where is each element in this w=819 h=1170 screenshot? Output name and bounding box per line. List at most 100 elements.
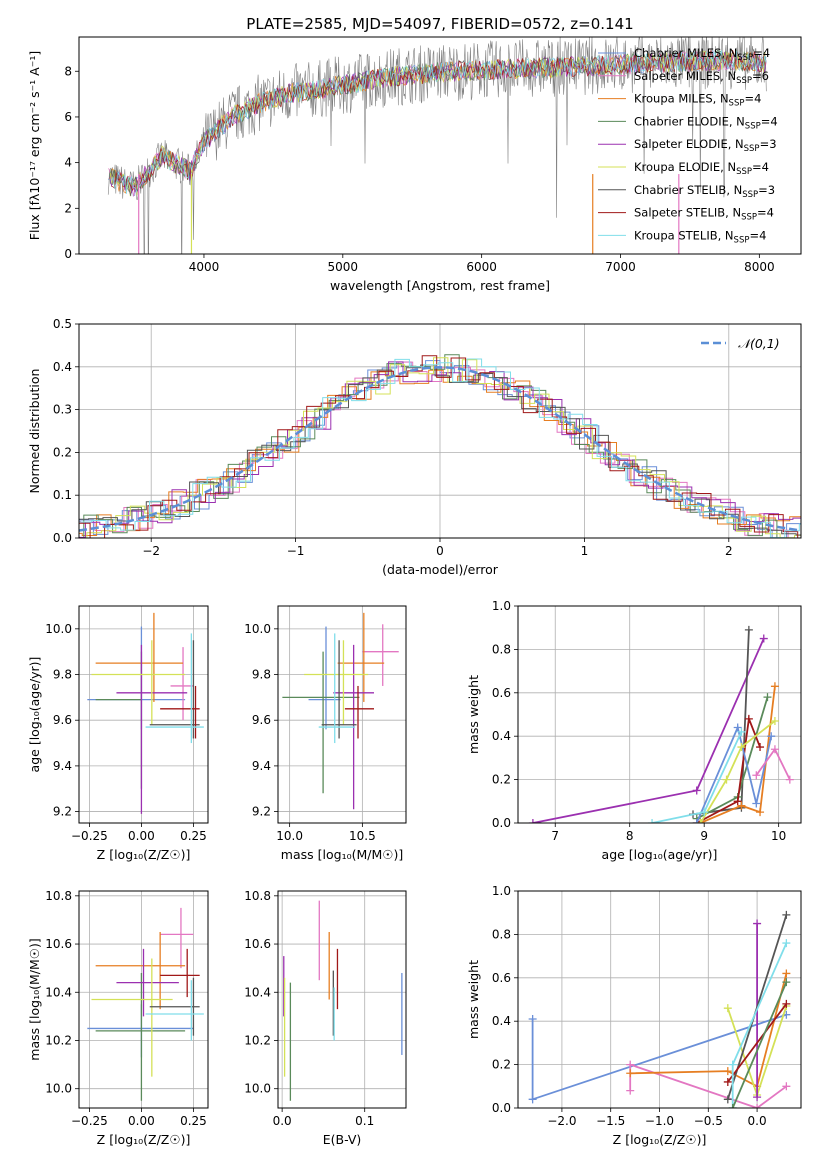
- weight-marker: [648, 819, 657, 823]
- histogram-step: [79, 358, 801, 538]
- y-tick-label: 1.0: [492, 884, 511, 898]
- legend-label: 𝒩(0,1): [738, 336, 780, 351]
- x-tick-label: 5000: [328, 260, 359, 274]
- weight-marker: [723, 1004, 732, 1013]
- weight-marker: [752, 771, 761, 780]
- histogram-step: [79, 369, 801, 536]
- weight-marker: [744, 714, 753, 723]
- panel-weight_vs_age: 7 8 9 10 0.0 0.2 0.4 0.6 0.8 1.0 age [log₁₀(age/yr…: [466, 599, 802, 862]
- axes-frame: [78, 323, 802, 539]
- weight-marker: [723, 1095, 732, 1104]
- x-tick-label: 2: [725, 544, 733, 558]
- weight-marker: [696, 819, 705, 823]
- weight-marker: [785, 775, 794, 784]
- x-tick-label: 4000: [189, 260, 220, 274]
- x-tick-label: 0: [436, 544, 444, 558]
- y-tick-label: 9.2: [53, 805, 72, 819]
- y-tick-label: 9.2: [252, 805, 271, 819]
- panel-residuals: −2 −1 0 1 2 0.0 0.1 0.2 0.3 0.4 0.5 (data-model)/er…: [27, 317, 802, 577]
- x-tick-label: 0.00: [128, 829, 155, 843]
- panel-age_vs_mass: 10.0 10.5 9.2 9.4 9.6 9.8 10.0 mass [log₁₀(M/M☉…: [244, 605, 407, 862]
- weight-marker: [770, 682, 779, 691]
- x-tick-label: −2: [142, 544, 160, 558]
- weight-marker: [770, 717, 779, 726]
- weight-marker: [626, 1069, 635, 1078]
- y-tick-label: 0.6: [492, 971, 511, 985]
- weight-marker: [723, 1067, 732, 1076]
- residuals-plot-area: [79, 354, 801, 538]
- x-tick-label: −1.0: [645, 1114, 674, 1128]
- weight-marker: [763, 693, 772, 702]
- weight-marker: [753, 1093, 762, 1102]
- legend-label: Salpeter STELIB, NSSP=4: [634, 206, 774, 223]
- x-axis-label: age [log₁₀(age/yr)]: [602, 847, 718, 862]
- panel-weight_vs_Z: −2.0 −1.5 −1.0 −0.5 0.0 0.0 0.2 0.4 0.6 0.8 1.0 Z […: [466, 884, 802, 1147]
- x-tick-label: 0.1: [355, 1114, 374, 1128]
- figure-title: PLATE=2585, MJD=54097, FIBERID=0572, z=0…: [246, 15, 633, 33]
- spectrum-legend: Chabrier MILES, NSSP=4 Salpeter MILES, NS…: [598, 46, 778, 245]
- y-tick-label: 9.4: [252, 759, 271, 773]
- x-tick-label: −0.5: [694, 1114, 723, 1128]
- weight-marker: [733, 723, 742, 732]
- weight-line: [695, 724, 773, 823]
- panel-spectrum: 4000 5000 6000 7000 8000 0 2 4 6 8 wavelength [Ang…: [27, 36, 802, 293]
- weight-marker: [728, 1060, 737, 1069]
- legend-label: Kroupa ELODIE, NSSP=4: [634, 160, 769, 177]
- y-tick-label: 0.2: [492, 773, 511, 787]
- x-axis-label: Z [log₁₀(Z/Z☉)]: [97, 847, 191, 862]
- weight-marker: [770, 745, 779, 754]
- x-tick-label: 7000: [605, 260, 636, 274]
- weight-marker: [626, 1086, 635, 1095]
- histogram-step: [79, 364, 801, 536]
- weight-marker: [782, 969, 791, 978]
- weight-marker: [782, 939, 791, 948]
- x-axis-label: (data-model)/error: [382, 562, 499, 577]
- x-tick-label: 0.0: [748, 1114, 767, 1128]
- x-tick-label: 8000: [744, 260, 775, 274]
- x-tick-label: −0.25: [71, 1114, 108, 1128]
- axes-frame: [277, 890, 407, 1109]
- weight-marker: [528, 1015, 537, 1024]
- legend-label: Salpeter MILES, NSSP=6: [634, 69, 769, 86]
- weight-marker: [737, 743, 746, 752]
- x-tick-label: 0.25: [180, 1114, 207, 1128]
- x-tick-label: 8: [626, 829, 634, 843]
- weight-marker: [528, 1095, 537, 1104]
- axes-frame: [517, 890, 802, 1109]
- weight-marker: [722, 775, 731, 784]
- x-tick-label: −1.5: [596, 1114, 625, 1128]
- axes-frame: [277, 605, 407, 824]
- y-tick-label: 10.0: [244, 1082, 271, 1096]
- y-tick-label: 0.6: [492, 686, 511, 700]
- y-tick-label: 10.8: [45, 889, 72, 903]
- mass_vs_ebv-plot-area: [283, 900, 403, 1101]
- weight-marker: [756, 808, 765, 817]
- y-tick-label: 1.0: [492, 599, 511, 613]
- y-axis-label: Flux [fλ10⁻¹⁷ erg cm⁻² s⁻¹ A⁻¹]: [27, 51, 42, 240]
- weight-marker: [782, 978, 791, 987]
- y-tick-label: 0.5: [53, 317, 72, 331]
- y-axis-label: Normed distribution: [27, 369, 42, 494]
- weight-marker: [759, 634, 768, 643]
- y-tick-label: 6: [64, 110, 72, 124]
- spectrum-model-line: [111, 50, 767, 195]
- weight-marker: [723, 1077, 732, 1086]
- y-tick-label: 0: [64, 247, 72, 261]
- legend-label: Kroupa STELIB, NSSP=4: [634, 228, 766, 245]
- weight-line: [731, 981, 788, 1108]
- weight-marker: [528, 819, 537, 823]
- y-tick-label: 0.1: [53, 488, 72, 502]
- y-tick-label: 0.2: [492, 1058, 511, 1072]
- legend-label: Salpeter ELODIE, NSSP=3: [634, 137, 777, 154]
- x-tick-label: 0.25: [180, 829, 207, 843]
- weight_vs_Z-plot-area: [528, 910, 791, 1108]
- weight-marker: [728, 1104, 737, 1108]
- y-tick-label: 0.2: [53, 445, 72, 459]
- legend-label: Chabrier ELODIE, NSSP=4: [634, 114, 778, 131]
- y-tick-label: 0.4: [492, 729, 511, 743]
- y-tick-label: 2: [64, 201, 72, 215]
- y-tick-label: 9.4: [53, 759, 72, 773]
- weight-marker: [700, 808, 709, 817]
- x-axis-label: E(B-V): [323, 1132, 362, 1147]
- y-tick-label: 9.8: [53, 668, 72, 682]
